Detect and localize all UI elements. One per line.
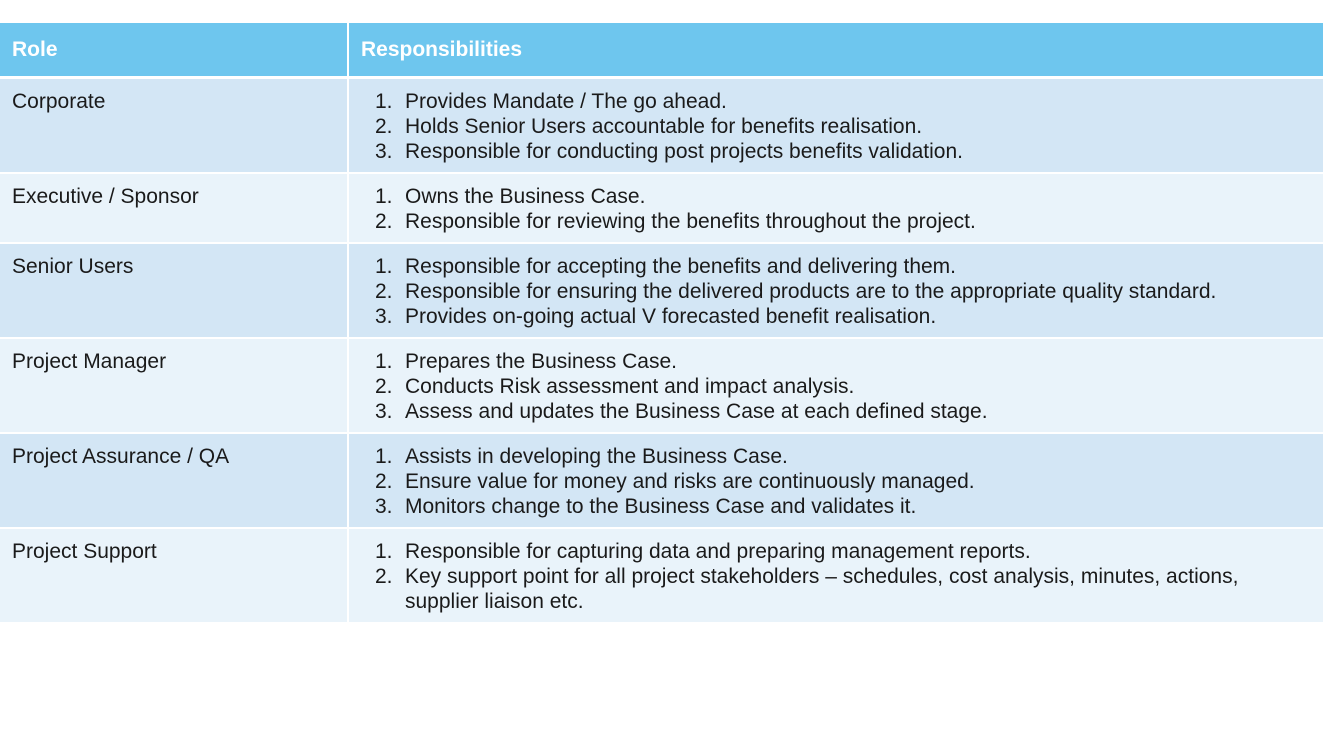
list-item-text: Provides Mandate / The go ahead.: [405, 90, 727, 113]
list-item: 2. Key support point for all project stak…: [375, 565, 1239, 613]
list-item: 2. Ensure value for money and risks are c…: [375, 470, 975, 493]
list-item: 1. Assists in developing the Business Cas…: [375, 445, 788, 468]
role-cell: Executive / Sponsor: [0, 173, 349, 244]
responsibilities-cell: 1. Responsible for capturing data and pre…: [348, 528, 1323, 624]
list-item: 2. Holds Senior Users accountable for ben…: [375, 115, 923, 138]
role-cell: Corporate: [0, 77, 349, 174]
roles-table-container: Role Responsibilities Corporate 1. Provid…: [0, 23, 1323, 624]
list-item: 1. Prepares the Business Case.: [375, 350, 677, 373]
role-column-header: Role: [0, 23, 349, 79]
list-item: 3. Responsible for conducting post projec…: [375, 140, 963, 163]
responsibilities-list: 1. Responsible for capturing data and pre…: [361, 539, 1311, 614]
list-item-text: Owns the Business Case.: [405, 185, 646, 208]
list-item: 1. Provides Mandate / The go ahead.: [375, 90, 727, 113]
list-item: 2. Conducts Risk assessment and impact an…: [375, 375, 855, 398]
list-item-text: Assists in developing the Business Case.: [405, 445, 788, 468]
table-row: Project Support 1. Responsible for captur…: [0, 528, 1323, 624]
table-row: Senior Users 1. Responsible for accepting…: [0, 243, 1323, 339]
roles-responsibilities-table: Role Responsibilities Corporate 1. Provid…: [0, 23, 1323, 624]
responsibilities-list: 1. Provides Mandate / The go ahead. 2. Hol…: [361, 89, 1311, 164]
table-header-row: Role Responsibilities: [0, 23, 1323, 79]
table-row: Executive / Sponsor 1. Owns the Business …: [0, 173, 1323, 244]
list-item-text: Responsible for accepting the benefits a…: [405, 255, 957, 278]
list-item-text: Prepares the Business Case.: [405, 350, 677, 373]
responsibilities-cell: 1. Provides Mandate / The go ahead. 2. Hol…: [348, 77, 1323, 174]
role-cell: Project Assurance / QA: [0, 433, 349, 529]
list-item-text: Responsible for reviewing the benefits t…: [405, 210, 976, 233]
role-cell: Project Manager: [0, 338, 349, 434]
list-item: 1. Responsible for accepting the benefits…: [375, 255, 957, 278]
list-item-text: Provides on-going actual V forecasted be…: [405, 305, 937, 328]
list-item-text: Responsible for conducting post projects…: [405, 140, 963, 163]
list-item: 1. Responsible for capturing data and pre…: [375, 540, 1031, 563]
list-item-text: Responsible for ensuring the delivered p…: [405, 280, 1217, 303]
list-item: 1. Owns the Business Case.: [375, 185, 646, 208]
table-row: Project Manager 1. Prepares the Business …: [0, 338, 1323, 434]
responsibilities-list: 1. Prepares the Business Case. 2. Conducts…: [361, 349, 1311, 424]
list-item-text: Ensure value for money and risks are con…: [405, 470, 975, 493]
role-cell: Senior Users: [0, 243, 349, 339]
list-item-text: Conducts Risk assessment and impact anal…: [405, 375, 855, 398]
responsibilities-cell: 1. Assists in developing the Business Cas…: [348, 433, 1323, 529]
responsibilities-cell: 1. Responsible for accepting the benefits…: [348, 243, 1323, 339]
list-item-text: Key support point for all project stakeh…: [405, 565, 1239, 613]
list-item: 3. Assess and updates the Business Case a…: [375, 400, 988, 423]
list-item: 2. Responsible for ensuring the delivered…: [375, 280, 1217, 303]
list-item: 3. Provides on-going actual V forecasted …: [375, 305, 937, 328]
responsibilities-list: 1. Owns the Business Case. 2. Responsible …: [361, 184, 1311, 234]
responsibilities-cell: 1. Prepares the Business Case. 2. Conducts…: [348, 338, 1323, 434]
table-row: Project Assurance / QA 1. Assists in deve…: [0, 433, 1323, 529]
list-item-text: Assess and updates the Business Case at …: [405, 400, 988, 423]
list-item: 3. Monitors change to the Business Case a…: [375, 495, 917, 518]
list-item-text: Holds Senior Users accountable for benef…: [405, 115, 923, 138]
responsibilities-cell: 1. Owns the Business Case. 2. Responsible …: [348, 173, 1323, 244]
responsibilities-column-header: Responsibilities: [348, 23, 1323, 79]
responsibilities-list: 1. Assists in developing the Business Cas…: [361, 444, 1311, 519]
list-item-text: Responsible for capturing data and prepa…: [405, 540, 1031, 563]
role-cell: Project Support: [0, 528, 349, 624]
responsibilities-list: 1. Responsible for accepting the benefits…: [361, 254, 1311, 329]
list-item-text: Monitors change to the Business Case and…: [405, 495, 917, 518]
table-row: Corporate 1. Provides Mandate / The go ah…: [0, 77, 1323, 174]
list-item: 2. Responsible for reviewing the benefits…: [375, 210, 976, 233]
